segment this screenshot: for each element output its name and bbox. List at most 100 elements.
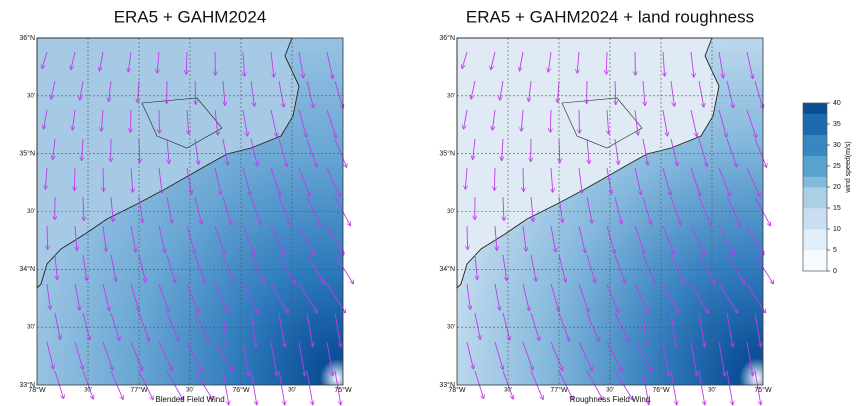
- wind-arrow: [503, 196, 504, 220]
- wind-arrow: [474, 312, 480, 339]
- wind-arrow: [101, 109, 103, 131]
- wind-arrow: [726, 138, 737, 167]
- wind-arrow: [187, 109, 189, 134]
- wind-arrow: [718, 51, 723, 78]
- colorbar-band: [803, 134, 827, 146]
- wind-arrow: [54, 254, 57, 279]
- lat-label: 30': [447, 325, 455, 331]
- wind-arrow: [578, 341, 592, 370]
- wind-arrow: [82, 312, 90, 340]
- wind-arrow: [494, 167, 495, 190]
- wind-arrow: [530, 196, 533, 221]
- wind-arrow: [74, 167, 75, 190]
- map-frame: [36, 37, 344, 386]
- wind-arrow: [278, 370, 285, 405]
- wind-arrow: [131, 167, 133, 192]
- wind-arrow: [578, 167, 582, 193]
- lat-label: 33°N: [19, 381, 35, 389]
- wind-arrow: [306, 138, 317, 167]
- wind-arrow: [278, 138, 287, 166]
- wind-arrow: [492, 109, 496, 130]
- wind-arrow: [243, 51, 245, 76]
- wind-arrow: [754, 312, 761, 347]
- wind-arrow: [326, 283, 345, 313]
- wind-arrow: [614, 196, 622, 224]
- lon-label: 78°W: [28, 386, 46, 394]
- colorbar-band: [803, 155, 827, 167]
- wind-arrow: [75, 225, 77, 250]
- colorbar-band: [803, 124, 827, 135]
- wind-arrow: [746, 51, 753, 78]
- wind-arrow: [195, 80, 196, 104]
- colorbar-band: [803, 218, 827, 230]
- wind-arrow: [54, 312, 60, 339]
- lon-label: 77°W: [550, 386, 568, 394]
- lon-label: 30': [84, 388, 92, 394]
- wind-arrow: [754, 254, 773, 284]
- wind-arrow: [250, 312, 256, 346]
- wind-arrow: [186, 167, 192, 194]
- wind-arrow: [520, 51, 524, 71]
- wind-arrow: [46, 341, 53, 369]
- wind-arrow: [278, 196, 291, 225]
- lat-label: 33°N: [439, 381, 455, 389]
- wind-arrow: [128, 51, 132, 72]
- wind-arrow: [214, 283, 228, 312]
- wind-arrow: [102, 283, 109, 310]
- wind-arrow: [670, 80, 674, 106]
- wind-arrow: [746, 341, 753, 376]
- lon-label: 76°W: [652, 386, 670, 394]
- wind-arrow: [551, 167, 553, 192]
- wind-arrow: [474, 254, 477, 279]
- wind-arrow: [130, 109, 131, 132]
- wind-arrow: [326, 51, 333, 78]
- colorbar-band: [803, 229, 827, 240]
- wind-arrow: [74, 283, 80, 310]
- wind-arrow: [194, 254, 205, 283]
- wind-arrow: [690, 225, 704, 254]
- lat-label: 36°N: [439, 34, 455, 42]
- wind-arrow: [138, 80, 139, 102]
- colorbar-band: [803, 260, 827, 272]
- wind-arrow: [222, 312, 226, 345]
- wind-arrow: [298, 109, 307, 137]
- colorbar-band: [803, 176, 827, 188]
- wind-arrow: [670, 312, 676, 346]
- wind-arrow: [558, 254, 566, 282]
- sound: [561, 97, 643, 149]
- wind-arrow: [214, 167, 221, 194]
- wind-arrow: [634, 225, 644, 254]
- wind-arrow: [242, 283, 258, 313]
- wind-arrow: [130, 283, 139, 311]
- lon-label: 75°W: [334, 386, 352, 394]
- wind-arrow: [663, 51, 665, 76]
- wind-arrow: [607, 109, 609, 134]
- wind-arrow: [158, 283, 169, 312]
- lat-label: 34°N: [19, 265, 35, 273]
- lat-label: 35°N: [439, 150, 455, 158]
- wind-arrow: [698, 196, 711, 225]
- wind-arrow: [465, 167, 467, 189]
- colorbar-tick-label: 20: [833, 184, 841, 191]
- map-xlabel: Blended Field Wind: [155, 395, 224, 404]
- wind-arrow: [158, 341, 172, 370]
- wind-arrow: [110, 196, 113, 221]
- wind-arrow: [298, 283, 317, 313]
- wind-arrow: [690, 109, 697, 136]
- wind-arrow: [698, 138, 707, 166]
- wind-arrow: [334, 254, 353, 284]
- wind-arrow: [464, 109, 468, 129]
- wind-arrow: [606, 51, 607, 74]
- wind-arrow: [471, 80, 476, 99]
- wind-arrow: [494, 283, 500, 310]
- wind-arrow: [606, 167, 612, 194]
- wind-arrow: [46, 283, 50, 309]
- lon-label: 30': [606, 388, 614, 394]
- wind-arrow: [334, 370, 341, 405]
- wind-arrow: [502, 312, 510, 340]
- wind-arrow: [214, 225, 224, 254]
- wind-arrow: [306, 312, 313, 347]
- wind-arrow: [587, 138, 589, 163]
- lat-label: 30': [27, 209, 35, 215]
